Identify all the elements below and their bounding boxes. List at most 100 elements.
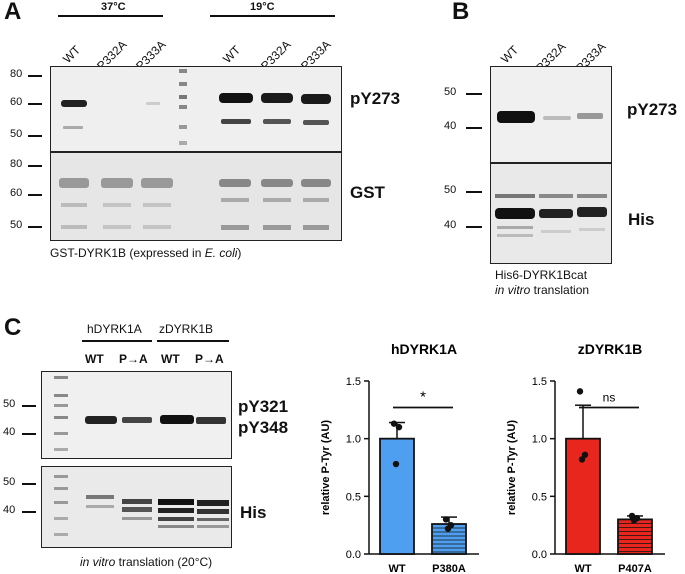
panel-c-caption: in vitro translation (20°C) (80, 555, 212, 569)
panel-a-mw-bottom: 60 (10, 187, 23, 199)
panel-c-mw-top: 40 (3, 426, 16, 438)
panel-b-caption-ital: in vitro (495, 283, 531, 297)
chart-x-tick-label: WT (574, 563, 591, 574)
panel-b-caption-line1: His6-DYRK1Bcat (495, 268, 588, 282)
panel-b-lane-label: WT (498, 42, 522, 66)
panel-a-blot-gst (50, 152, 342, 241)
mw-tick (28, 75, 42, 77)
mw-tick (22, 511, 36, 513)
mw-tick (28, 226, 42, 228)
chart-y-tick-label: 1.0 (346, 434, 361, 446)
panel-a-group-37c: 37°C (101, 1, 126, 13)
panel-b-caption-line2: in vitro translation (495, 283, 589, 297)
panel-c-blot-pTyr-bands (54, 376, 226, 451)
panel-a-group-19c: 19°C (250, 1, 275, 13)
chart-data-point (395, 423, 403, 431)
chart-data-point (390, 420, 398, 427)
panel-c-caption-ital: in vitro (80, 555, 116, 569)
panel-b-mw-bottom: 40 (444, 219, 457, 231)
mw-tick (466, 127, 482, 129)
panel-c-letter: C (4, 314, 22, 341)
panel-b-mw-bottom: 50 (444, 184, 457, 196)
panel-c-group-hdyrk1a: hDYRK1A (87, 322, 142, 336)
panel-c-lane-label: P→A (195, 352, 224, 366)
mw-tick (22, 433, 36, 435)
chart-y-tick-label: 1.5 (346, 376, 361, 388)
panel-a-group-37c-line (58, 15, 163, 17)
chart-bar (379, 437, 415, 555)
panel-b-blot-his-bands (495, 194, 607, 237)
panel-a-antibody-pY273: pY273 (350, 89, 401, 108)
chart-y-tick-label: 0.0 (346, 549, 361, 561)
chart-significance-label: * (420, 389, 426, 406)
panel-c-blot-his (41, 466, 232, 548)
chart-data-point (444, 525, 452, 532)
panel-b-caption-post: translation (530, 283, 590, 297)
chart-y-tick-label: 0.5 (532, 491, 547, 503)
mw-tick (28, 135, 42, 137)
panel-c-caption-post: translation (20°C) (115, 555, 213, 569)
panel-a-blot-gst-bands (59, 178, 331, 230)
panel-b-blot-pY273 (490, 66, 612, 163)
chart-x-tick-label: P380A (432, 563, 466, 574)
panel-b-mw-top: 40 (444, 120, 457, 132)
chart-y-tick-label: 1.0 (532, 434, 547, 446)
panel-a-caption-post: ) (237, 246, 242, 260)
mw-tick (22, 483, 36, 485)
panel-a-caption-ital: E. coli (204, 246, 238, 260)
panel-a-blot-pY273 (50, 66, 342, 152)
panel-a-blot-pY273-bands (61, 69, 331, 145)
panel-a-lane-label: WT (220, 42, 244, 66)
panel-a-group-19c-line (210, 15, 335, 17)
panel-b-antibody-pY273: pY273 (627, 100, 678, 119)
chart-y-tick-label: 1.5 (532, 376, 547, 388)
chart-x-tick-label: P407A (618, 563, 652, 574)
panel-a-mw-top: 60 (10, 96, 23, 108)
chart-ylabel: relative P-Tyr (AU) (506, 420, 518, 515)
mw-tick (28, 165, 42, 167)
panel-c-lane-label: WT (85, 352, 104, 366)
panel-c-antibody-his: His (240, 503, 267, 522)
panel-b-blot-pY273-bands (497, 111, 603, 123)
mw-tick (28, 194, 42, 196)
mw-tick (22, 405, 36, 407)
panel-c-mw-top: 50 (3, 398, 16, 410)
panel-a-letter: A (4, 0, 22, 25)
mw-tick (466, 226, 482, 228)
panel-c-mw-bottom: 50 (3, 476, 16, 488)
chart-bar (617, 518, 653, 555)
chart-ylabel: relative P-Tyr (AU) (320, 420, 332, 515)
chart-data-point (392, 460, 400, 468)
panel-a-mw-top: 50 (10, 128, 23, 140)
mw-tick (466, 191, 482, 193)
panel-c-group2-line (157, 340, 229, 342)
panel-a-mw-bottom: 80 (10, 158, 23, 170)
chart-y-tick-label: 0.5 (346, 491, 361, 503)
panel-a-mw-bottom: 50 (10, 219, 23, 231)
chart-significance-label: ns (603, 391, 616, 405)
chart-y-tick-label: 0.0 (532, 549, 547, 561)
chart-x-tick-label: WT (388, 563, 405, 574)
panel-a-caption: GST-DYRK1B (expressed in E. coli) (50, 246, 241, 260)
panel-c-group-zdyrk1b: zDYRK1B (159, 322, 214, 336)
mw-tick (28, 103, 42, 105)
panel-a-lane-label: WT (60, 42, 84, 66)
chart-data-point (630, 517, 638, 524)
panel-c-mw-bottom: 40 (3, 504, 16, 516)
panel-c-antibody-pY321: pY321 (238, 397, 289, 416)
panel-c-blot-pTyr (41, 371, 232, 459)
panel-a-mw-top: 80 (10, 68, 23, 80)
panel-c-lane-label: WT (161, 352, 180, 366)
chart-title: zDYRK1B (578, 341, 643, 357)
chart-data-point (576, 388, 584, 395)
panel-b-letter: B (452, 0, 470, 25)
mw-tick (466, 93, 482, 95)
panel-b-blot-his (490, 163, 612, 264)
panel-b-antibody-his: His (628, 210, 655, 229)
chart-title: hDYRK1A (391, 341, 457, 357)
panel-b-mw-top: 50 (444, 86, 457, 98)
panel-a-caption-pre: GST-DYRK1B (expressed in (50, 246, 205, 260)
bar-charts: hDYRK1A relative P-Tyr (AU) 0.0 0.5 1.0 1.5 WT… (320, 341, 665, 574)
chart-data-point (581, 451, 589, 459)
panel-c-antibody-pY348: pY348 (238, 418, 289, 437)
